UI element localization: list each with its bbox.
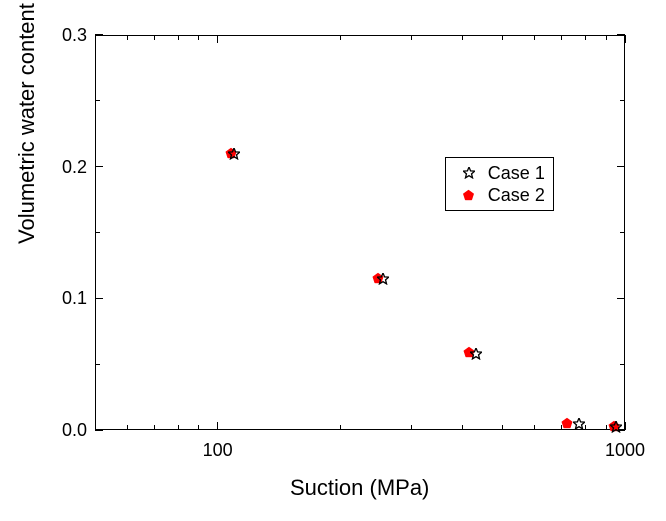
x-minor-tick — [154, 35, 155, 40]
y-tick — [95, 298, 103, 300]
x-minor-tick — [198, 425, 199, 430]
x-minor-tick — [462, 425, 463, 430]
y-tick-label: 0.1 — [62, 288, 87, 309]
x-tick-label: 100 — [196, 440, 240, 461]
legend-label: Case 1 — [484, 163, 545, 184]
y-tick — [95, 166, 103, 168]
y-minor-tick — [620, 232, 625, 233]
data-point — [610, 420, 622, 438]
y-tick-label: 0.0 — [62, 420, 87, 441]
x-tick — [217, 35, 219, 43]
x-tick-label: 1000 — [603, 440, 647, 461]
legend-item: Case 2 — [454, 184, 545, 206]
x-minor-tick — [411, 425, 412, 430]
y-minor-tick — [95, 100, 100, 101]
pentagon-icon — [454, 189, 484, 202]
star-icon — [454, 167, 484, 179]
x-minor-tick — [462, 35, 463, 40]
x-minor-tick — [502, 35, 503, 40]
legend-item: Case 1 — [454, 162, 545, 184]
data-point — [228, 147, 240, 165]
x-minor-tick — [606, 35, 607, 40]
x-minor-tick — [585, 35, 586, 40]
plot-area — [95, 35, 625, 430]
x-minor-tick — [534, 425, 535, 430]
x-axis-label: Suction (MPa) — [290, 475, 429, 501]
y-minor-tick — [95, 232, 100, 233]
data-point — [560, 417, 573, 435]
x-tick — [624, 35, 626, 43]
x-minor-tick — [178, 35, 179, 40]
y-tick — [617, 298, 625, 300]
y-minor-tick — [620, 100, 625, 101]
x-minor-tick — [127, 425, 128, 430]
x-minor-tick — [198, 35, 199, 40]
x-minor-tick — [154, 425, 155, 430]
x-minor-tick — [502, 425, 503, 430]
y-minor-tick — [95, 364, 100, 365]
y-tick — [617, 166, 625, 168]
x-minor-tick — [411, 35, 412, 40]
chart-container: Volumetric water content Suction (MPa) 0… — [0, 0, 666, 521]
y-tick-label: 0.2 — [62, 157, 87, 178]
x-tick — [624, 422, 626, 430]
x-minor-tick — [340, 35, 341, 40]
data-point — [470, 347, 482, 365]
data-point — [377, 272, 389, 290]
x-minor-tick — [340, 425, 341, 430]
y-tick-label: 0.3 — [62, 25, 87, 46]
x-minor-tick — [585, 425, 586, 430]
data-point — [573, 417, 585, 435]
legend: Case 1 Case 2 — [445, 157, 554, 211]
y-tick — [95, 34, 103, 36]
y-minor-tick — [620, 364, 625, 365]
x-minor-tick — [178, 425, 179, 430]
y-tick — [95, 429, 103, 431]
x-minor-tick — [534, 35, 535, 40]
y-axis-label: Volumetric water content — [14, 224, 40, 244]
x-minor-tick — [561, 35, 562, 40]
x-tick — [217, 422, 219, 430]
x-minor-tick — [127, 35, 128, 40]
legend-label: Case 2 — [484, 185, 545, 206]
